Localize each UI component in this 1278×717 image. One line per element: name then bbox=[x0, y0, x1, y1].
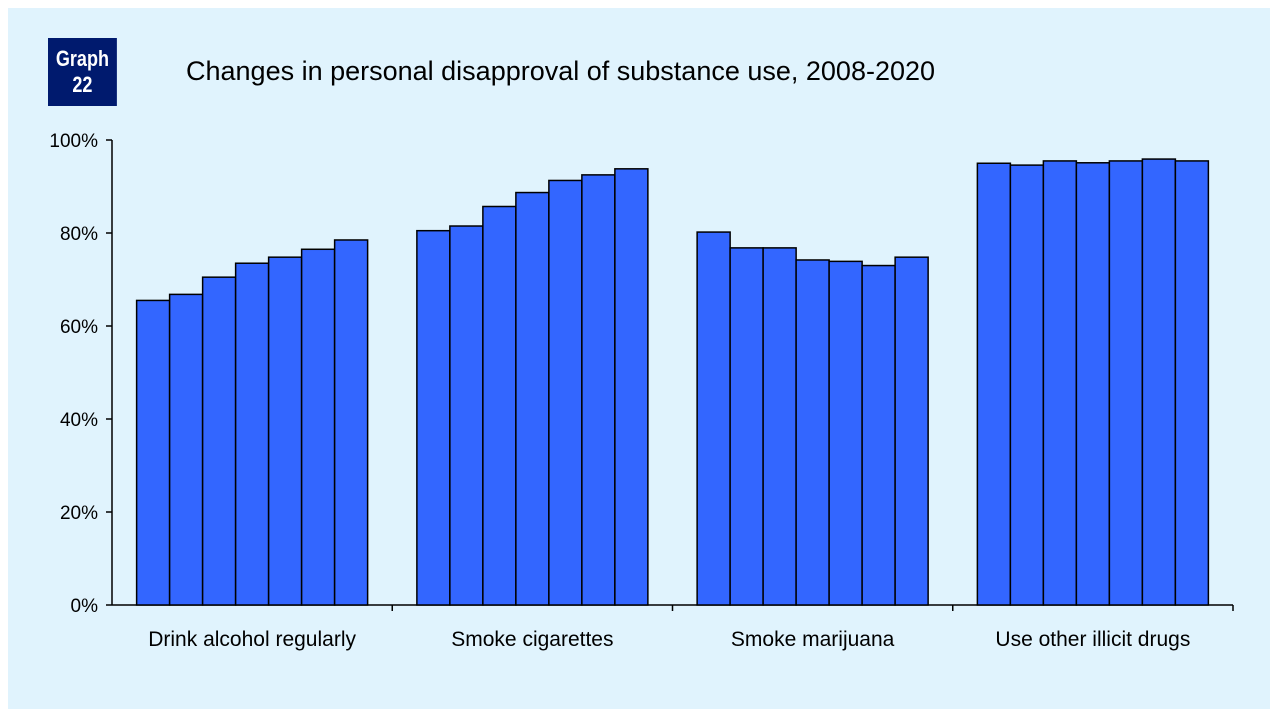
bar bbox=[582, 175, 615, 605]
category-label: Smoke marijuana bbox=[731, 628, 895, 651]
y-tick-label: 0% bbox=[71, 596, 99, 617]
bar bbox=[1043, 161, 1076, 605]
bar bbox=[1175, 161, 1208, 605]
bar bbox=[1076, 163, 1109, 605]
category-label: Use other illicit drugs bbox=[995, 628, 1190, 651]
bar bbox=[763, 248, 796, 605]
bar bbox=[862, 266, 895, 605]
bar bbox=[483, 206, 516, 605]
bar bbox=[516, 193, 549, 605]
bar bbox=[977, 163, 1010, 605]
bar bbox=[1142, 159, 1175, 605]
bar bbox=[302, 249, 335, 605]
category-label: Drink alcohol regularly bbox=[148, 628, 356, 651]
bar bbox=[549, 180, 582, 605]
bar bbox=[1010, 165, 1043, 605]
y-tick-label: 60% bbox=[60, 317, 98, 338]
bar bbox=[615, 169, 648, 605]
bar bbox=[137, 300, 170, 605]
y-tick-label: 100% bbox=[49, 131, 98, 152]
bar bbox=[697, 232, 730, 605]
bar bbox=[829, 261, 862, 605]
category-label: Smoke cigarettes bbox=[451, 628, 613, 651]
bar bbox=[417, 231, 450, 605]
bars bbox=[137, 159, 1209, 605]
bar bbox=[236, 263, 269, 605]
bar bbox=[730, 248, 763, 605]
y-tick-label: 20% bbox=[60, 503, 98, 524]
bar bbox=[450, 226, 483, 605]
bar bbox=[895, 257, 928, 605]
bar bbox=[1109, 161, 1142, 605]
bar bbox=[170, 294, 203, 605]
bar bbox=[203, 277, 236, 605]
y-tick-label: 80% bbox=[60, 224, 98, 245]
bar bbox=[335, 240, 368, 605]
bar bbox=[269, 257, 302, 605]
bar bbox=[796, 260, 829, 605]
y-tick-label: 40% bbox=[60, 410, 98, 431]
